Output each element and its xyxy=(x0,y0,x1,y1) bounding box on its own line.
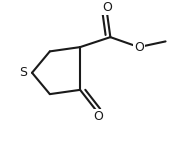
Text: O: O xyxy=(93,110,103,123)
Text: O: O xyxy=(134,41,144,54)
Text: S: S xyxy=(20,66,27,79)
Text: O: O xyxy=(102,1,112,14)
